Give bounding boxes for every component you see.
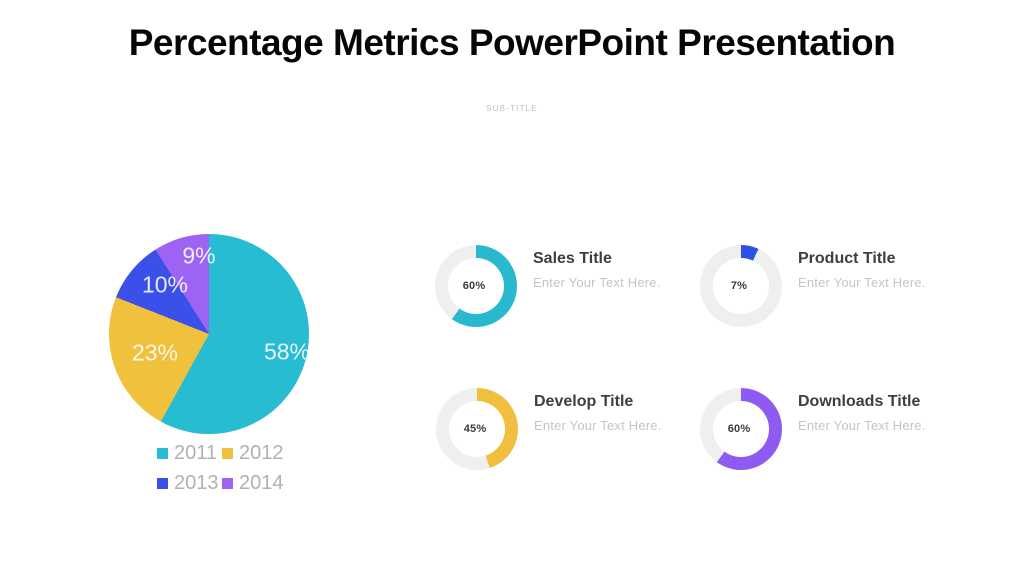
donut-chart-develop: 45% [436,388,518,470]
pie-chart: 58% 23% 10% 9% [109,234,311,434]
pie-slice-label-2014: 9% [182,242,216,269]
metric-card-sales: 60% Sales Title Enter Your Text Here. [435,245,735,345]
metric-subtext: Enter Your Text Here. [534,418,662,433]
metric-card-product: 7% Product Title Enter Your Text Here. [700,245,1000,345]
metric-title: Develop Title [534,393,634,410]
metric-subtext: Enter Your Text Here. [798,418,926,433]
metric-subtext: Enter Your Text Here. [533,275,661,290]
legend-swatch-icon [157,477,168,489]
donut-hole: 60% [448,258,504,314]
legend-swatch-icon [157,447,168,459]
metric-subtext: Enter Your Text Here. [798,275,926,290]
donut-chart-downloads: 60% [700,388,782,470]
metric-card-downloads: 60% Downloads Title Enter Your Text Here… [700,388,1000,488]
slide-subtitle: SUB-TITLE [486,104,538,113]
pie-slice-label-2013: 10% [141,271,189,298]
legend-label: 2011 [174,442,218,464]
pie-legend: 2011 2012 2013 2014 [157,443,309,493]
donut-hole: 45% [449,401,505,457]
legend-label: 2013 [174,472,219,494]
metric-title: Sales Title [533,250,612,267]
donut-hole: 7% [713,258,769,314]
metric-title: Downloads Title [798,393,921,410]
metric-text-block: Downloads Title Enter Your Text Here. [798,393,998,433]
metric-card-develop: 45% Develop Title Enter Your Text Here. [436,388,736,488]
metric-title: Product Title [798,250,896,267]
donut-percent-label: 60% [727,423,751,435]
legend-label: 2012 [239,442,284,464]
donut-hole: 60% [713,401,769,457]
pie-slice-label-2012: 23% [131,339,179,366]
donut-percent-label: 45% [463,423,487,435]
legend-item-2012: 2012 [222,443,287,463]
metric-text-block: Product Title Enter Your Text Here. [798,250,998,290]
donut-percent-label: 7% [730,280,748,292]
pie-slice-label-2011: 58% [263,338,311,365]
legend-item-2014: 2014 [222,473,287,493]
slide-title: Percentage Metrics PowerPoint Presentati… [128,22,896,63]
legend-item-2013: 2013 [157,473,222,493]
metric-text-block: Sales Title Enter Your Text Here. [533,250,733,290]
legend-item-2011: 2011 [157,443,222,463]
legend-label: 2014 [239,472,284,494]
donut-percent-label: 60% [462,280,486,292]
donut-chart-sales: 60% [435,245,517,327]
legend-swatch-icon [222,477,233,489]
legend-swatch-icon [222,447,233,459]
donut-chart-product: 7% [700,245,782,327]
metric-text-block: Develop Title Enter Your Text Here. [534,393,734,433]
